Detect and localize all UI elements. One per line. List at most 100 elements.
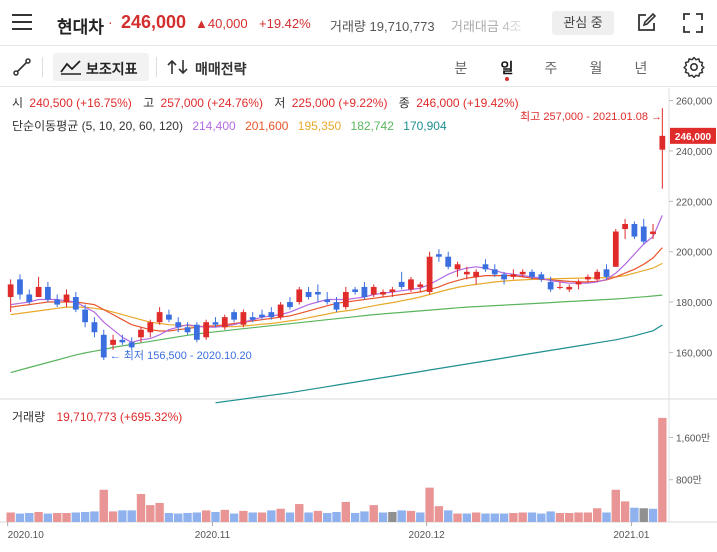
volume-bar [378, 512, 388, 522]
volume-bar [416, 512, 425, 522]
open-value: 240,500 (+16.75%) [29, 96, 132, 110]
candle-body [398, 281, 405, 287]
low-label: 저 [274, 96, 286, 110]
candle-body [193, 324, 200, 340]
candle-body [519, 271, 526, 275]
volume-bar [6, 512, 15, 522]
interest-button[interactable]: 관심 중 [552, 11, 614, 35]
strategy-button[interactable]: 매매전략 [165, 53, 265, 81]
volume-panel-label: 거래량 [12, 410, 46, 424]
candle-body [166, 314, 172, 320]
volume-bar [239, 510, 248, 522]
candle-body [342, 291, 349, 308]
period-month[interactable]: 월 [589, 60, 603, 76]
stock-name: 현대차 [57, 18, 104, 37]
ma60-line [10, 294, 663, 374]
candle-body [529, 271, 535, 277]
low-value: 225,000 (+9.22%) [291, 96, 388, 110]
indicator-icon [60, 60, 81, 75]
volume-bar [509, 513, 518, 522]
candle-body [389, 289, 396, 292]
candle-body [473, 271, 480, 277]
x-tick-label: 2020.11 [195, 530, 231, 541]
volume-bar [527, 512, 537, 522]
volume-bar [565, 513, 574, 522]
volume-bar [53, 513, 62, 522]
candle-body [547, 281, 554, 290]
price-tick-label: 160,000 [676, 348, 713, 359]
candle-body [650, 231, 656, 235]
period-day[interactable]: 일 [500, 60, 514, 76]
volume-bar [295, 504, 304, 522]
trade-amount: 거래대금 4조 [451, 19, 522, 34]
candle-body [594, 271, 601, 280]
volume-bar [406, 510, 416, 522]
period-week[interactable]: 주 [544, 60, 558, 76]
candle-body [45, 286, 51, 300]
chart-toolbar: 보조지표 매매전략 분 일 주 월 년 [0, 47, 717, 87]
chart-area[interactable]: 260,000 240,000 220,000 200,000 180,000 160,0… [0, 88, 717, 552]
candle-body [221, 317, 228, 328]
settings-icon[interactable] [683, 56, 705, 79]
candle-body [184, 327, 191, 333]
current-price-tag-label: 246,000 [675, 132, 712, 143]
candle-body [575, 281, 582, 285]
candle-body [584, 276, 591, 280]
volume-bar [592, 508, 602, 522]
volume-bar [257, 512, 267, 522]
candle-body [352, 289, 359, 292]
top-bar: 현대차 · 246,000 ▲40,000 +19.42% 거래량 19,710… [0, 0, 717, 46]
volume-bar [499, 513, 509, 522]
price-tick-label: 240,000 [676, 147, 713, 158]
separator-dot: · [108, 14, 113, 30]
volume-bar [62, 513, 71, 522]
ma20-line [10, 262, 663, 328]
volume-bar [183, 513, 192, 522]
toolbar-divider [42, 57, 43, 77]
volume-bar [80, 511, 90, 522]
indicator-button[interactable]: 보조지표 [53, 53, 149, 81]
volume-bar [388, 511, 397, 522]
draw-line-icon[interactable] [12, 57, 32, 77]
volume-bar [518, 512, 527, 522]
period-year[interactable]: 년 [634, 60, 648, 76]
volume-bar [127, 510, 136, 522]
high-value: 257,000 (+24.76%) [160, 96, 263, 110]
max-price-annotation: 최고 257,000 - 2021.01.08 → [520, 110, 662, 123]
indicator-label: 보조지표 [86, 61, 138, 77]
candle-body [212, 322, 219, 325]
menu-icon[interactable] [12, 14, 32, 32]
candle-body [566, 286, 573, 290]
volume-bar [43, 513, 53, 522]
period-minute[interactable]: 분 [454, 60, 468, 76]
volume-bar [546, 511, 555, 522]
volume-bar [285, 512, 295, 522]
volume-bar [360, 511, 369, 522]
volume-bar [425, 487, 434, 522]
candle-body [510, 274, 517, 277]
volume-bar [267, 510, 276, 522]
candle-body [82, 309, 89, 323]
candle-body [659, 135, 666, 150]
price-chart[interactable]: 260,000 240,000 220,000 200,000 180,000 160,0… [0, 88, 717, 552]
candle-body [231, 312, 237, 320]
candle-body [240, 312, 247, 325]
volume-bar [118, 510, 127, 522]
candle-body [156, 312, 163, 323]
candle-body [640, 226, 647, 242]
volume-bar [71, 512, 81, 522]
volume-legend: 거래량 19,710,773 (+695.32%) [12, 408, 185, 425]
volume-bar [136, 493, 146, 522]
volume-bar [146, 505, 155, 522]
edit-icon[interactable] [636, 12, 657, 33]
candle-body [622, 223, 628, 230]
expand-icon[interactable] [683, 13, 703, 33]
volume-bar [25, 513, 34, 522]
volume-bar [658, 417, 667, 522]
volume-bar [602, 512, 611, 522]
candle-body [445, 256, 452, 267]
strategy-label: 매매전략 [195, 61, 247, 77]
volume-bar [323, 513, 332, 522]
candle-body [305, 291, 312, 298]
volume-bar [434, 506, 444, 522]
